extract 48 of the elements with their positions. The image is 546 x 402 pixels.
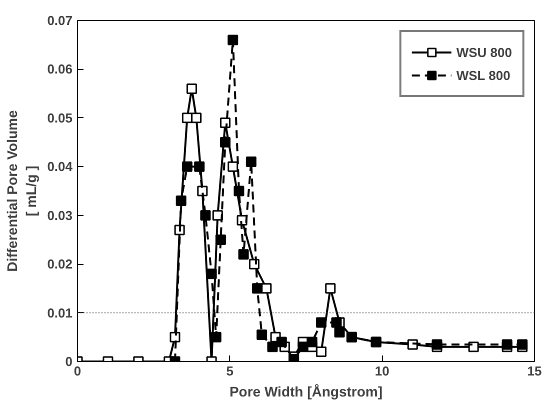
legend-label: WSL 800 bbox=[456, 68, 510, 82]
point bbox=[517, 339, 528, 350]
x-tick-label: 5 bbox=[226, 364, 234, 378]
x-axis-title: Pore Width [Ångstrom] bbox=[229, 384, 383, 400]
y-tick-label: 0.04 bbox=[47, 159, 74, 174]
point bbox=[316, 346, 326, 358]
y-tick-label: 0.06 bbox=[47, 62, 73, 77]
legend-label: WSU 800 bbox=[456, 44, 512, 60]
point bbox=[182, 161, 192, 172]
point bbox=[206, 268, 217, 280]
point bbox=[238, 249, 249, 260]
point bbox=[468, 342, 479, 352]
x-tick-label: 15 bbox=[527, 364, 542, 378]
point bbox=[212, 210, 223, 221]
y-tick-label: 0 bbox=[65, 354, 73, 369]
point bbox=[325, 283, 336, 294]
point bbox=[267, 342, 278, 352]
point bbox=[186, 83, 197, 94]
point bbox=[228, 161, 238, 172]
point bbox=[191, 112, 202, 124]
point bbox=[316, 317, 326, 328]
point bbox=[256, 329, 268, 340]
point bbox=[200, 210, 211, 221]
point bbox=[234, 186, 244, 196]
point bbox=[220, 118, 231, 128]
y-tick-label: 0.02 bbox=[47, 256, 73, 272]
y-tick-label: 0.07 bbox=[47, 13, 73, 28]
point bbox=[306, 336, 318, 348]
x-tick-label: 10 bbox=[374, 364, 390, 378]
point bbox=[246, 156, 256, 168]
point bbox=[298, 342, 308, 352]
y-tick-label: 0.01 bbox=[47, 305, 73, 320]
point bbox=[220, 137, 231, 148]
point bbox=[228, 34, 238, 46]
y-axis-title: Differential Pore Volume [ mL/g ] bbox=[4, 110, 40, 272]
point bbox=[331, 317, 342, 328]
point bbox=[210, 332, 222, 342]
point bbox=[432, 339, 442, 350]
point bbox=[502, 339, 512, 350]
point bbox=[170, 332, 180, 342]
point bbox=[194, 161, 205, 172]
y-tick-label: 0.05 bbox=[47, 110, 73, 126]
y-tick-label: 0.03 bbox=[47, 208, 73, 223]
point bbox=[215, 234, 226, 245]
point bbox=[176, 195, 186, 206]
point bbox=[252, 283, 263, 294]
point bbox=[276, 336, 287, 348]
point bbox=[334, 327, 345, 338]
